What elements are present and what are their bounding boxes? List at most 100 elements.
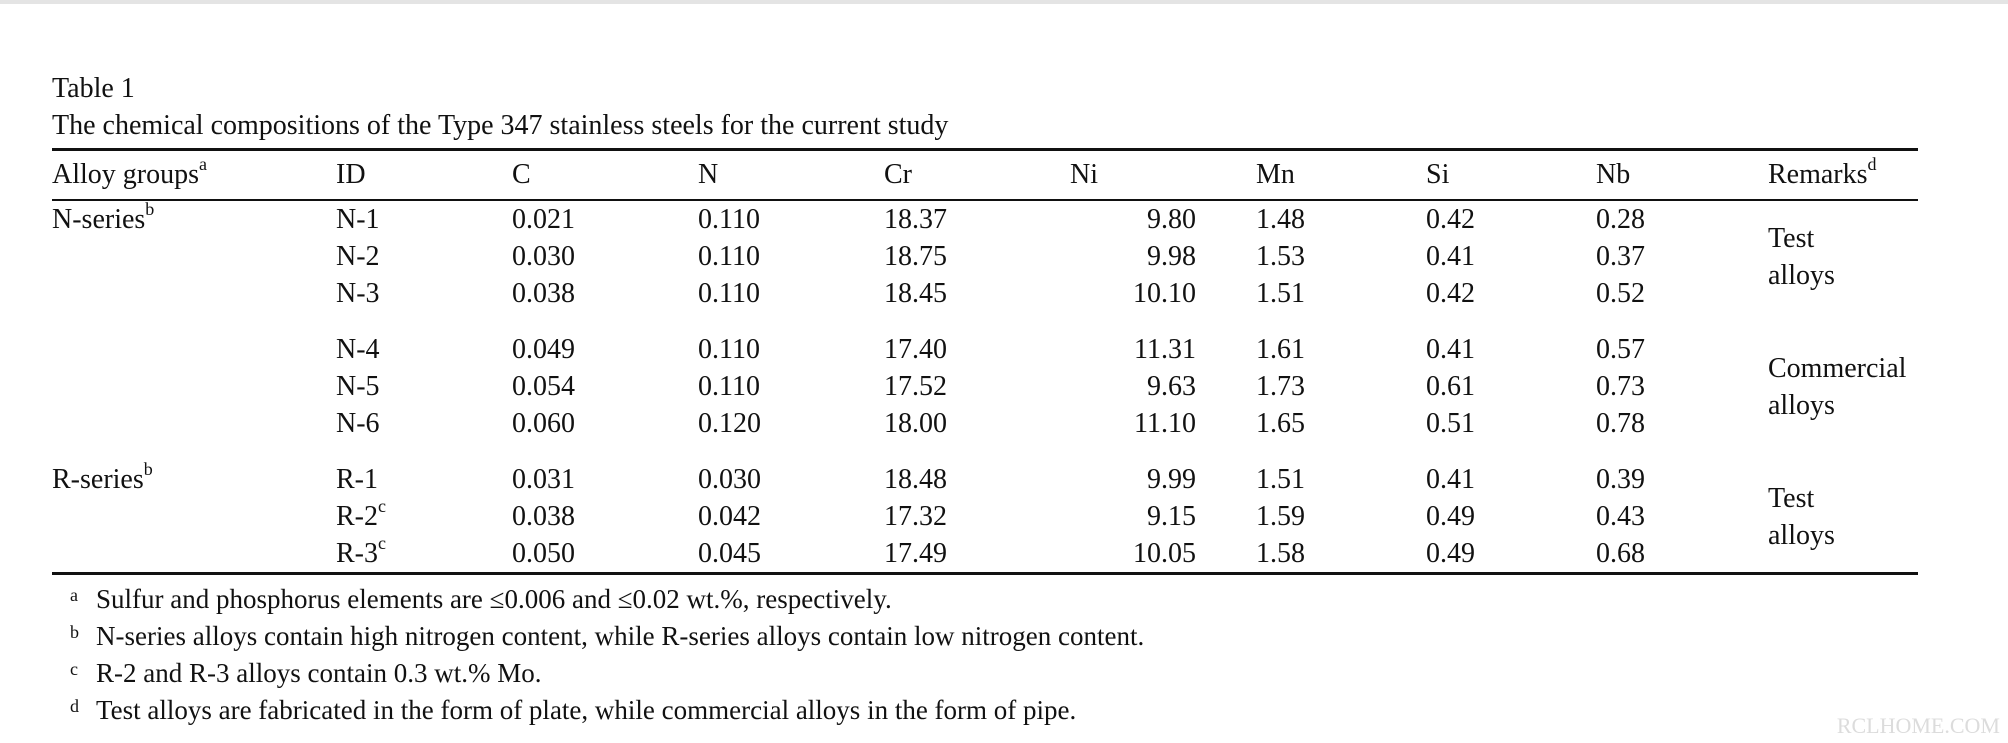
- cell-id: N-4: [336, 333, 380, 365]
- cell-mn: 1.61: [1256, 333, 1305, 365]
- header-alloy-groups: Alloy groupsa: [52, 154, 207, 190]
- cell-c: 0.054: [512, 370, 575, 402]
- cell-ni: 11.10: [1134, 407, 1196, 439]
- cell-id: R-1: [336, 463, 378, 495]
- cell-mn: 1.53: [1256, 240, 1305, 272]
- table-title: The chemical compositions of the Type 34…: [52, 110, 949, 141]
- cell-n: 0.110: [698, 203, 760, 235]
- cell-mn: 1.48: [1256, 203, 1305, 235]
- cell-nb: 0.43: [1596, 500, 1645, 532]
- top-divider: [0, 0, 2008, 4]
- header-cr: Cr: [884, 159, 912, 190]
- cell-si: 0.51: [1426, 407, 1475, 439]
- cell-ni: 9.63: [1147, 370, 1196, 402]
- remark-cell: Commercial alloys: [1768, 352, 1907, 421]
- cell-cr: 17.52: [884, 370, 947, 402]
- header-ni: Ni: [1070, 159, 1098, 190]
- cell-nb: 0.28: [1596, 203, 1645, 235]
- cell-id: N-5: [336, 370, 380, 402]
- table-row: R-3c 0.050 0.045 17.49 10.05 1.58 0.49 0…: [52, 532, 1918, 574]
- cell-c: 0.030: [512, 240, 575, 272]
- cell-mn: 1.51: [1256, 463, 1305, 495]
- cell-ni: 9.99: [1147, 463, 1196, 495]
- cell-si: 0.42: [1426, 277, 1475, 309]
- cell-n: 0.030: [698, 463, 761, 495]
- cell-nb: 0.39: [1596, 463, 1645, 495]
- cell-id: N-6: [336, 407, 380, 439]
- table-row: R-2c 0.038 0.042 17.32 9.15 1.59 0.49 0.…: [52, 495, 1918, 535]
- header-remarks: Remarksd: [1768, 154, 1877, 190]
- cell-nb: 0.78: [1596, 407, 1645, 439]
- table-label: Table 1: [52, 73, 135, 104]
- table-row: N-4 0.049 0.110 17.40 11.31 1.61 0.41 0.…: [52, 312, 1918, 421]
- cell-si: 0.41: [1426, 333, 1475, 365]
- header-si: Si: [1426, 159, 1450, 190]
- cell-nb: 0.68: [1596, 537, 1645, 569]
- watermark: RCLHOME.COM: [1836, 713, 2000, 738]
- cell-n: 0.110: [698, 240, 760, 272]
- cell-n: 0.110: [698, 277, 760, 309]
- cell-ni: 9.98: [1147, 240, 1196, 272]
- cell-cr: 18.75: [884, 240, 947, 272]
- cell-id: N-3: [336, 277, 380, 309]
- cell-id: R-2c: [336, 495, 386, 532]
- table-row: N-3 0.038 0.110 18.45 10.10 1.51 0.42 0.…: [52, 275, 1918, 312]
- table-row: N-6 0.060 0.120 18.00 11.10 1.65 0.51 0.…: [52, 405, 1918, 442]
- remark-cell: Test alloys: [1768, 222, 1835, 291]
- cell-c: 0.049: [512, 333, 575, 365]
- cell-id: R-3c: [336, 532, 386, 569]
- cell-si: 0.49: [1426, 500, 1475, 532]
- cell-cr: 17.40: [884, 333, 947, 365]
- cell-cr: 18.37: [884, 203, 947, 235]
- cell-si: 0.42: [1426, 203, 1475, 235]
- cell-cr: 17.49: [884, 537, 947, 569]
- footnote: d Test alloys are fabricated in the form …: [70, 695, 1077, 725]
- header-c: C: [512, 159, 531, 190]
- cell-ni: 10.10: [1133, 277, 1196, 309]
- table-row: N-seriesb N-1 0.021 0.110 18.37 9.80 1.4…: [52, 198, 1918, 291]
- cell-ni: 11.31: [1134, 333, 1196, 365]
- table-row: N-5 0.054 0.110 17.52 9.63 1.73 0.61 0.7…: [52, 368, 1918, 405]
- header-mn: Mn: [1256, 159, 1295, 190]
- group-r-series: R-seriesb: [52, 458, 153, 495]
- cell-nb: 0.73: [1596, 370, 1645, 402]
- cell-mn: 1.51: [1256, 277, 1305, 309]
- cell-nb: 0.52: [1596, 277, 1645, 309]
- cell-si: 0.41: [1426, 240, 1475, 272]
- footnote: b N-series alloys contain high nitrogen c…: [70, 621, 1145, 651]
- cell-n: 0.110: [698, 333, 760, 365]
- header-row: Alloy groupsa ID C N Cr Ni Mn Si Nb Rema…: [52, 149, 1918, 200]
- footnotes: a Sulfur and phosphorus elements are ≤0.0…: [52, 581, 1918, 729]
- cell-ni: 9.80: [1147, 203, 1196, 235]
- cell-nb: 0.57: [1596, 333, 1645, 365]
- cell-n: 0.042: [698, 500, 761, 532]
- cell-c: 0.031: [512, 463, 575, 495]
- cell-c: 0.050: [512, 537, 575, 569]
- cell-mn: 1.73: [1256, 370, 1305, 402]
- cell-n: 0.045: [698, 537, 761, 569]
- cell-ni: 10.05: [1133, 537, 1196, 569]
- table-row: N-2 0.030 0.110 18.75 9.98 1.53 0.41 0.3…: [52, 238, 1918, 275]
- cell-mn: 1.65: [1256, 407, 1305, 439]
- header-nb: Nb: [1596, 159, 1631, 190]
- cell-cr: 18.00: [884, 407, 947, 439]
- cell-cr: 18.45: [884, 277, 947, 309]
- footnote: a Sulfur and phosphorus elements are ≤0.0…: [70, 584, 892, 614]
- cell-cr: 17.32: [884, 500, 947, 532]
- cell-n: 0.110: [698, 370, 760, 402]
- table-row: R-seriesb R-1 0.031 0.030 18.48 9.99 1.5…: [52, 442, 1918, 551]
- table-container: Table 1 The chemical compositions of the…: [52, 70, 1918, 729]
- cell-id: N-1: [336, 203, 380, 235]
- remark-cell: Test alloys: [1768, 482, 1835, 551]
- cell-cr: 18.48: [884, 463, 947, 495]
- group-n-series: N-seriesb: [52, 198, 155, 235]
- header-id: ID: [336, 159, 366, 190]
- cell-c: 0.021: [512, 203, 575, 235]
- cell-si: 0.61: [1426, 370, 1475, 402]
- cell-si: 0.49: [1426, 537, 1475, 569]
- cell-ni: 9.15: [1147, 500, 1196, 532]
- header-n: N: [698, 159, 719, 190]
- composition-table: Alloy groupsa ID C N Cr Ni Mn Si Nb Rema…: [52, 148, 1918, 575]
- cell-mn: 1.58: [1256, 537, 1305, 569]
- cell-n: 0.120: [698, 407, 761, 439]
